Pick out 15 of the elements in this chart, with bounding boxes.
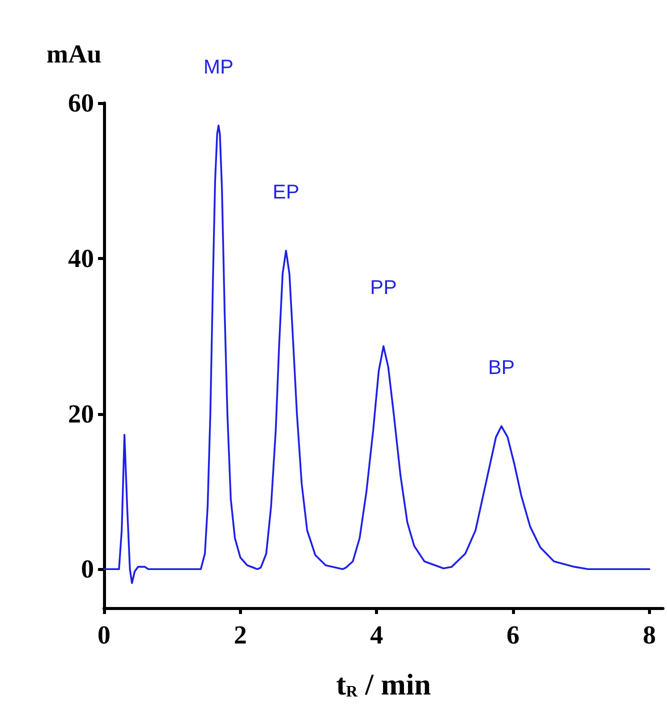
y-axis-title: mAu: [46, 40, 102, 68]
line-series: [103, 124, 650, 584]
y-tick-label: 40: [68, 244, 94, 273]
x-axis-title: tR / min: [336, 668, 432, 702]
annotation: EP: [272, 182, 300, 204]
x-tick-label: 6: [506, 620, 520, 650]
x-tick-label: 8: [642, 620, 656, 650]
annotation: MP: [204, 56, 234, 79]
x-tick-label: 4: [370, 620, 384, 650]
y-tick-label: 0: [81, 554, 94, 584]
annotation: PP: [370, 277, 397, 300]
annotation: BP: [488, 357, 515, 380]
x-tick-label: 2: [234, 620, 247, 650]
y-tick-label: 60: [68, 88, 94, 118]
y-tick-label: 20: [68, 399, 94, 428]
